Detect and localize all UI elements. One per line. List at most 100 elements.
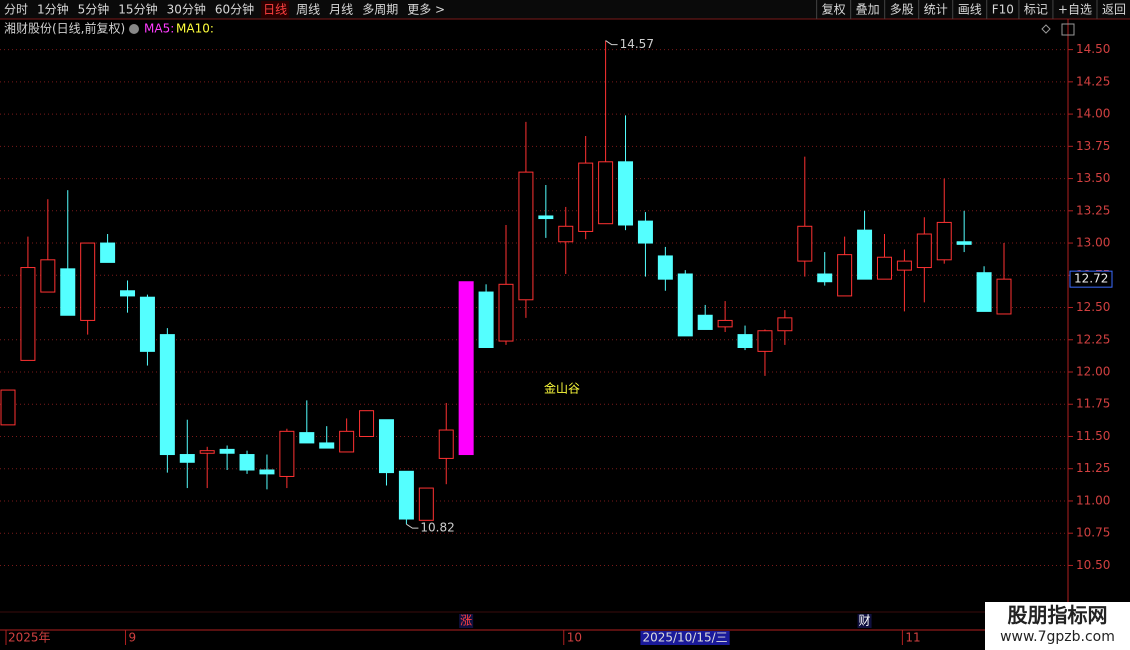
x-tick-label: 9	[129, 631, 137, 645]
toolbar-item[interactable]: 统计	[924, 3, 948, 17]
candle-body	[777, 317, 793, 332]
y-tick-label: 13.00	[1076, 236, 1110, 250]
candle-body	[757, 330, 773, 352]
toolbar-item[interactable]: 返回	[1102, 3, 1126, 17]
toolbar-item[interactable]: +自选	[1058, 3, 1092, 17]
candle-body	[179, 454, 195, 463]
y-tick-label: 14.00	[1076, 107, 1110, 121]
candle-body	[657, 255, 673, 280]
annotation: 金山谷	[544, 381, 580, 396]
toolbar-active	[261, 1, 290, 18]
event-marker[interactable]	[459, 614, 474, 628]
toolbar-item[interactable]: 5分钟	[78, 2, 110, 17]
toolbar-item[interactable]: 画线	[958, 3, 982, 17]
candle-body	[817, 273, 833, 283]
toolbar-item[interactable]: 15分钟	[118, 2, 157, 17]
x-tick-label: 10	[567, 631, 582, 645]
y-tick-label: 10.50	[1076, 558, 1110, 572]
event-marker[interactable]	[857, 614, 872, 628]
candle-body	[478, 291, 494, 349]
candle-body	[976, 272, 992, 312]
candle-body	[677, 273, 693, 337]
diamond-button[interactable]	[1041, 24, 1051, 34]
candle-body	[598, 161, 614, 225]
high-label: 14.57	[620, 37, 654, 51]
y-tick-label: 11.50	[1076, 429, 1110, 443]
y-tick-label: 12.25	[1076, 332, 1110, 346]
candle-body	[896, 260, 912, 271]
cursor-box	[640, 631, 730, 645]
toolbar-item[interactable]: 周线	[296, 3, 320, 17]
candle-body	[259, 469, 275, 475]
candle-body	[120, 290, 136, 297]
candle-body	[697, 314, 713, 330]
ma10-label: MA10:	[176, 22, 214, 36]
candle-body	[837, 254, 853, 297]
panel-button[interactable]	[1061, 23, 1075, 36]
candle-body	[199, 450, 215, 454]
candle-body	[239, 454, 255, 471]
candle-body	[717, 319, 733, 328]
y-tick-label: 11.00	[1076, 493, 1110, 507]
candle-body	[737, 334, 753, 349]
toolbar-item[interactable]: 1分钟	[37, 2, 69, 17]
low-pointer	[406, 523, 419, 529]
candle-body	[618, 161, 634, 226]
y-tick-label: 13.75	[1076, 139, 1110, 153]
toolbar-item[interactable]: 叠加	[856, 3, 880, 17]
candle-body	[159, 334, 175, 456]
toolbar-item[interactable]: 复权	[822, 3, 846, 17]
candle-body	[378, 419, 394, 474]
event-label[interactable]: 财	[859, 614, 871, 628]
candle-body	[299, 432, 315, 444]
watermark-url: www.7gpzb.com	[1000, 629, 1115, 645]
candle-body	[916, 233, 932, 269]
current-price: 12.72	[1074, 272, 1108, 286]
toolbar-item[interactable]: 月线	[329, 3, 353, 17]
toolbar-item[interactable]: 日线	[263, 3, 287, 17]
candle-body	[438, 429, 454, 459]
cursor-label: 2025/10/15/三	[642, 631, 727, 645]
x-tick-label: 2025年	[8, 631, 51, 645]
info-toggle[interactable]	[129, 24, 139, 34]
candle-body	[458, 281, 474, 456]
candle-body	[359, 410, 375, 437]
y-tick-label: 11.25	[1076, 461, 1110, 475]
candle-body	[876, 256, 892, 280]
y-tick-label: 10.75	[1076, 526, 1110, 540]
candle-body	[40, 259, 56, 293]
toolbar-item[interactable]: 更多 >	[407, 3, 445, 17]
candle-body	[518, 171, 534, 301]
candle-body	[100, 242, 116, 263]
candle-body	[80, 242, 96, 321]
y-tick-label: 12.00	[1076, 365, 1110, 379]
candle-body	[319, 442, 335, 449]
toolbar-item[interactable]: 标记	[1024, 3, 1048, 17]
candle-body	[20, 267, 36, 361]
y-tick-label: 11.75	[1076, 397, 1110, 411]
candle-body	[60, 268, 76, 316]
ma5-label: MA5:	[144, 22, 174, 36]
toolbar-item[interactable]: 多股	[890, 3, 914, 17]
watermark: 股朋指标网 www.7gpzb.com	[985, 602, 1130, 650]
toolbar-item[interactable]: 30分钟	[167, 2, 206, 17]
x-tick-label: 11	[905, 631, 920, 645]
toolbar-item[interactable]: 分时	[4, 3, 28, 17]
toolbar-item[interactable]: 60分钟	[215, 2, 254, 17]
candle-body	[418, 487, 434, 521]
low-label: 10.82	[420, 521, 454, 535]
y-tick-label: 13.25	[1076, 203, 1110, 217]
y-tick-label: 12.50	[1076, 300, 1110, 314]
watermark-name: 股朋指标网	[1007, 603, 1108, 627]
event-label[interactable]: 涨	[460, 613, 472, 628]
y-tick-label: 14.50	[1076, 42, 1110, 56]
candle-body	[0, 389, 16, 426]
candle-body	[578, 162, 594, 232]
candle-body	[558, 225, 574, 243]
candle-body	[498, 283, 514, 342]
toolbar-item[interactable]: 多周期	[362, 3, 398, 17]
toolbar-item[interactable]: F10	[992, 3, 1014, 17]
price-box	[1069, 270, 1113, 288]
